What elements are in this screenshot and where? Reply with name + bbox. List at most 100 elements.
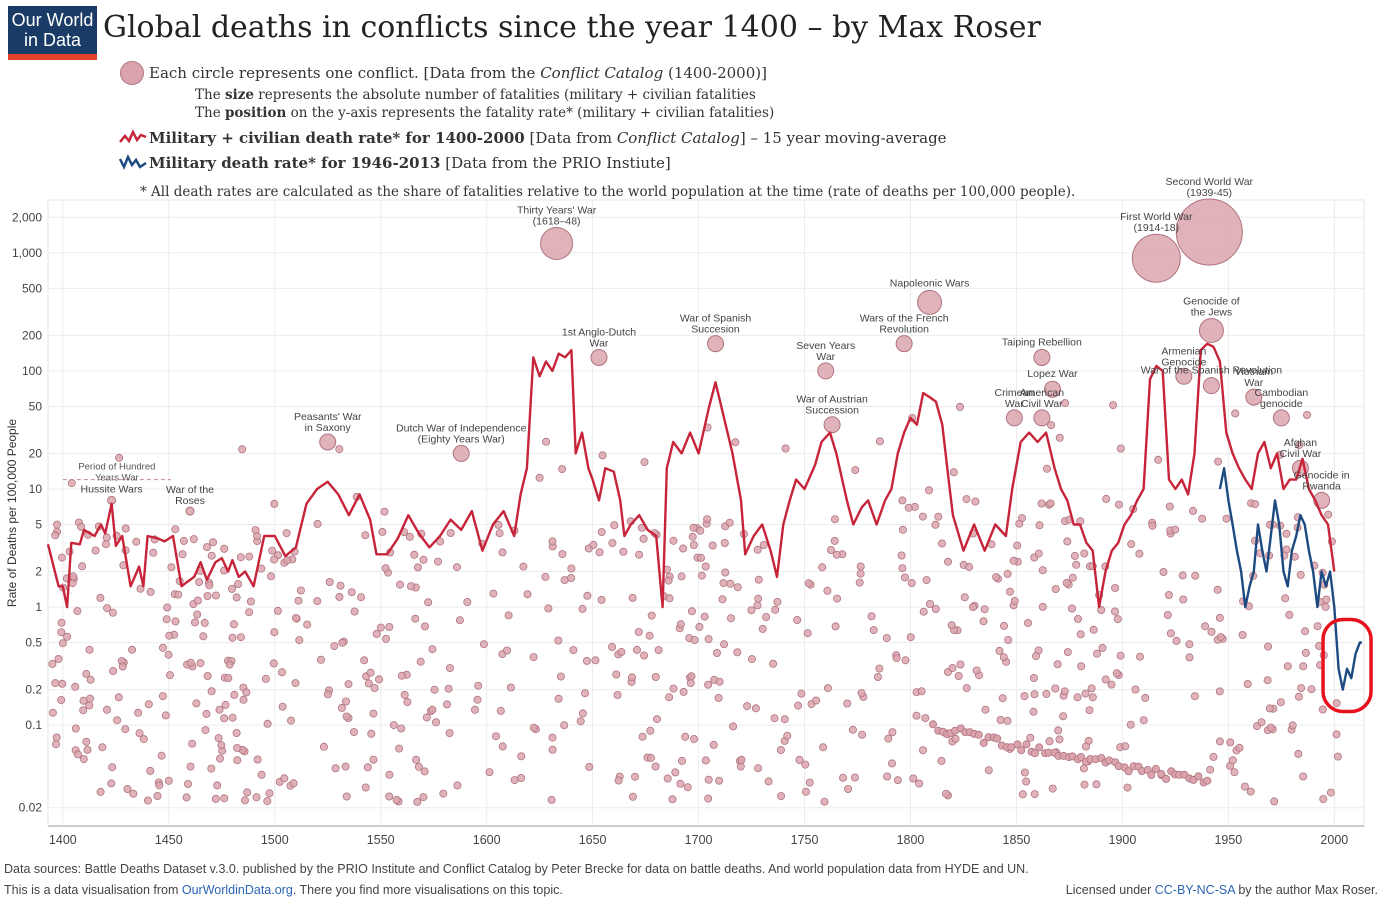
conflict-label: Thirty Years' War (1618–48)	[517, 204, 597, 227]
conflict-label: Cambodian genocide	[1255, 387, 1309, 410]
conflict-bubble	[1257, 718, 1266, 727]
conflict-bubble	[208, 538, 217, 547]
conflict-bubble	[207, 551, 216, 560]
conflict-bubble	[174, 590, 183, 599]
conflict-bubble	[428, 705, 437, 714]
conflict-bubble	[1113, 615, 1122, 624]
conflict-bubble	[1109, 401, 1118, 410]
conflict-bubble	[703, 515, 712, 524]
conflict-bubble	[1015, 519, 1024, 528]
conflict-bubble	[681, 732, 690, 741]
conflict-bubble	[1191, 571, 1200, 580]
conflict-bubble	[367, 729, 376, 738]
conflict-bubble	[1283, 662, 1292, 671]
conflict-bubble	[135, 729, 144, 738]
conflict-bubble	[747, 655, 756, 664]
conflict-chart: Thirty Years' War (1618–48) First World Wa…	[5, 176, 1373, 847]
x-tick-label: 1600	[473, 833, 501, 847]
conflict-bubble	[372, 629, 381, 638]
legend-size-text: The size represents the absolute number …	[195, 87, 756, 103]
owid-link[interactable]: OurWorldinData.org	[181, 883, 293, 897]
conflict-bubble	[193, 596, 202, 605]
conflict-bubble	[453, 781, 462, 790]
conflict-bubble	[689, 523, 698, 532]
conflict-bubble	[771, 605, 780, 614]
conflict-bubble	[709, 740, 718, 749]
conflict-bubble	[1070, 551, 1079, 560]
conflict-bubble	[758, 624, 767, 633]
conflict-bubble	[713, 649, 722, 658]
conflict-bubble	[715, 776, 724, 785]
conflict-bubble	[597, 595, 606, 604]
conflict-bubble	[57, 696, 66, 705]
conflict-bubble	[221, 700, 230, 709]
conflict-bubble	[498, 742, 507, 751]
conflict-bubble	[369, 755, 378, 764]
conflict-bubble	[855, 578, 864, 587]
conflict-bubble	[1030, 690, 1039, 699]
conflict-bubble	[188, 739, 197, 748]
y-tick-label: 0.2	[25, 683, 42, 697]
conflict-bubble	[701, 562, 710, 571]
conflict-bubble	[224, 674, 233, 683]
conflict-bubble	[207, 764, 216, 773]
conflict-bubble	[58, 639, 67, 648]
conflict-bubble	[614, 776, 623, 785]
conflict-bubble	[812, 696, 821, 705]
conflict-bubble	[1226, 738, 1235, 747]
conflict-bubble	[743, 702, 752, 711]
conflict-bubble	[904, 503, 913, 512]
conflict-bubble	[245, 552, 254, 561]
chart-axes: 2,000 1,000 500 200 100 50 20 10 5 2 1 0.5 0.2 0.1 0.0…	[5, 210, 1364, 847]
conflict-bubble	[1092, 780, 1101, 789]
conflict-bubble	[1116, 651, 1125, 660]
conflict-bubble	[1079, 764, 1088, 773]
conflict-bubble	[1077, 662, 1086, 671]
conflict-bubble	[470, 705, 479, 714]
conflict-bubble	[1009, 556, 1018, 565]
conflict-bubble	[931, 605, 940, 614]
conflict-label: First World War (1914-18)	[1120, 211, 1193, 234]
conflict-bubble	[1107, 680, 1116, 689]
conflict-bubble	[1116, 444, 1125, 453]
conflict-bubble	[71, 724, 80, 733]
conflict-bubble	[370, 684, 379, 693]
conflict-bubble	[669, 684, 678, 693]
conflict-bubble	[651, 673, 660, 682]
conflict-bubble	[762, 613, 771, 622]
conflict-bubble	[380, 507, 389, 516]
conflict-bubble	[610, 521, 619, 530]
conflict-bubble	[1029, 707, 1038, 716]
conflict-bubble	[926, 600, 935, 609]
conflict-bubble	[220, 794, 229, 803]
owid-logo[interactable]: Our World in Data	[8, 6, 97, 60]
conflict-bubble	[199, 632, 208, 641]
conflict-bubble	[671, 768, 680, 777]
conflict-bubble	[360, 656, 369, 665]
conflict-bubble	[428, 645, 437, 654]
conflict-bubble	[898, 525, 907, 534]
conflict-bubble	[1285, 610, 1294, 619]
conflict-bubble	[995, 646, 1004, 655]
conflict-bubble	[108, 763, 117, 772]
conflict-bubble	[446, 529, 455, 538]
license-link[interactable]: CC-BY-NC-SA	[1154, 883, 1235, 897]
conflict-bubble	[843, 699, 852, 708]
conflict-bubble	[1029, 674, 1038, 683]
conflict-bubble	[463, 598, 472, 607]
conflict-bubble	[938, 539, 947, 548]
conflict-bubble	[167, 563, 176, 572]
x-tick-label: 1950	[1214, 833, 1242, 847]
x-tick-label: 2000	[1320, 833, 1348, 847]
legend-position-text: The position on the y-axis represents th…	[195, 105, 775, 121]
y-tick-label: 5	[35, 518, 42, 532]
conflict-bubble	[190, 618, 199, 627]
conflict-bubble	[541, 572, 550, 581]
conflict-bubble	[1206, 765, 1215, 774]
conflict-bubble	[915, 779, 924, 788]
conflict-bubble	[582, 656, 591, 665]
conflict-label: Crimean War	[994, 387, 1034, 410]
conflict-bubble	[1307, 685, 1316, 694]
conflict-bubble	[1004, 636, 1013, 645]
conflict-bubble	[102, 533, 111, 542]
